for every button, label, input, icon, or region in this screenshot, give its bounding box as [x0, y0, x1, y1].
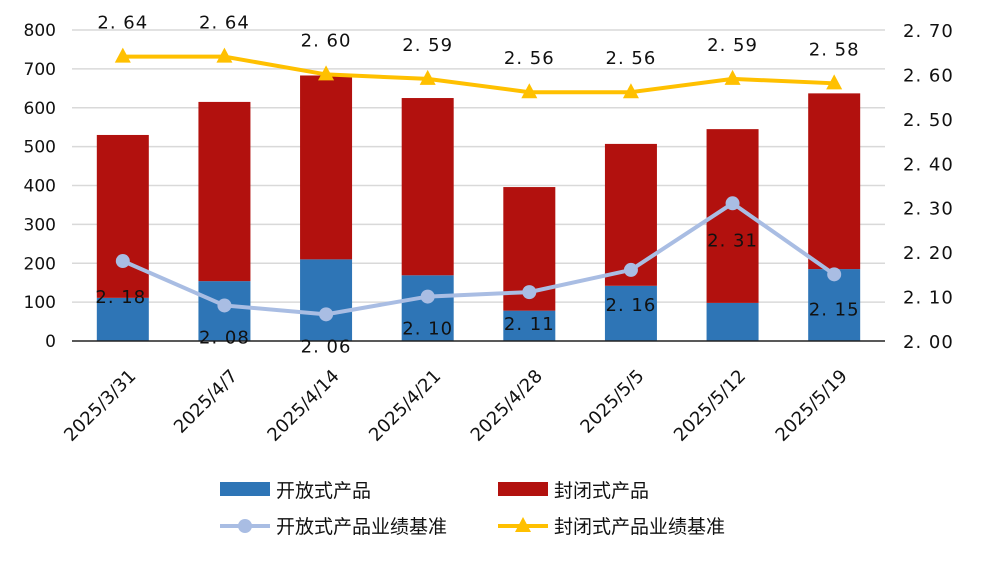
right-tick-label: 2. 70 — [903, 21, 954, 42]
left-tick-label: 500 — [24, 138, 56, 158]
x-tick-label: 2025/3/31 — [60, 366, 140, 446]
point-marker — [217, 298, 232, 313]
bar-开放式产品 — [503, 310, 556, 341]
bar-封闭式产品 — [401, 98, 454, 276]
point-marker — [114, 47, 131, 63]
point-marker — [420, 289, 435, 304]
left-tick-label: 0 — [45, 332, 56, 352]
data-label: 2. 11 — [504, 314, 555, 335]
left-tick-label: 700 — [24, 60, 56, 80]
data-label: 2. 60 — [301, 30, 352, 51]
line-封闭式产品业绩基准 — [122, 54, 835, 95]
bar-封闭式产品 — [604, 143, 657, 286]
legend-label: 封闭式产品 — [554, 480, 649, 502]
point-marker — [419, 69, 436, 85]
point-marker — [318, 65, 335, 81]
bar-开放式产品 — [300, 259, 353, 341]
legend-label: 开放式产品 — [276, 480, 371, 502]
left-tick-label: 800 — [24, 21, 56, 41]
legend-label: 开放式产品业绩基准 — [276, 516, 447, 538]
bar-封闭式产品 — [808, 93, 861, 270]
bar-开放式产品 — [706, 302, 759, 341]
point-marker — [319, 307, 334, 322]
data-label: 2. 56 — [606, 48, 657, 69]
left-tick-label: 400 — [24, 177, 56, 197]
point-marker — [724, 69, 741, 85]
point-marker — [725, 196, 740, 211]
x-tick-label: 2025/4/14 — [263, 366, 343, 446]
x-tick-label: 2025/5/12 — [670, 366, 750, 446]
bar-封闭式产品 — [198, 101, 251, 282]
data-label: 2. 31 — [707, 230, 758, 251]
point-marker — [623, 262, 638, 277]
data-label: 2. 56 — [504, 48, 555, 69]
data-label: 2. 59 — [707, 35, 758, 56]
right-tick-label: 2. 00 — [903, 332, 954, 353]
legend-marker — [515, 517, 531, 532]
left-tick-label: 300 — [24, 215, 56, 235]
point-marker — [216, 47, 233, 63]
data-label: 2. 64 — [97, 13, 148, 34]
right-tick-label: 2. 30 — [903, 199, 954, 220]
right-tick-label: 2. 60 — [903, 65, 954, 86]
data-label: 2. 18 — [95, 287, 146, 308]
bar-开放式产品 — [401, 275, 454, 341]
data-label: 2. 15 — [809, 299, 860, 320]
right-tick-label: 2. 10 — [903, 288, 954, 309]
bar-开放式产品 — [604, 285, 657, 341]
legend-label: 封闭式产品业绩基准 — [554, 516, 725, 538]
x-tick-label: 2025/4/21 — [365, 366, 445, 446]
point-marker — [622, 83, 639, 99]
data-label: 2. 64 — [199, 13, 250, 34]
point-marker — [521, 83, 538, 99]
left-tick-label: 100 — [24, 293, 56, 313]
point-marker — [115, 254, 130, 269]
x-tick-label: 2025/5/5 — [576, 366, 648, 438]
point-marker — [826, 74, 843, 90]
right-tick-label: 2. 50 — [903, 110, 954, 131]
point-marker — [522, 285, 537, 300]
bar-开放式产品 — [96, 297, 149, 341]
data-label: 2. 59 — [402, 35, 453, 56]
legend-swatch — [220, 482, 270, 496]
right-tick-label: 2. 20 — [903, 243, 954, 264]
point-marker — [827, 267, 842, 282]
data-label: 2. 06 — [301, 336, 352, 357]
x-tick-label: 2025/5/19 — [772, 366, 852, 446]
x-tick-label: 2025/4/28 — [467, 366, 547, 446]
bar-封闭式产品 — [96, 134, 149, 298]
data-label: 2. 10 — [402, 319, 453, 340]
left-tick-label: 600 — [24, 99, 56, 119]
legend-marker — [238, 519, 252, 533]
legend-swatch — [498, 482, 548, 496]
right-tick-label: 2. 40 — [903, 154, 954, 175]
left-tick-label: 200 — [24, 254, 56, 274]
data-label: 2. 08 — [199, 327, 250, 348]
line-开放式产品业绩基准 — [122, 200, 836, 317]
x-tick-label: 2025/4/7 — [170, 366, 242, 438]
data-label: 2. 58 — [809, 39, 860, 60]
bar-封闭式产品 — [300, 75, 353, 260]
data-label: 2. 16 — [606, 295, 657, 316]
